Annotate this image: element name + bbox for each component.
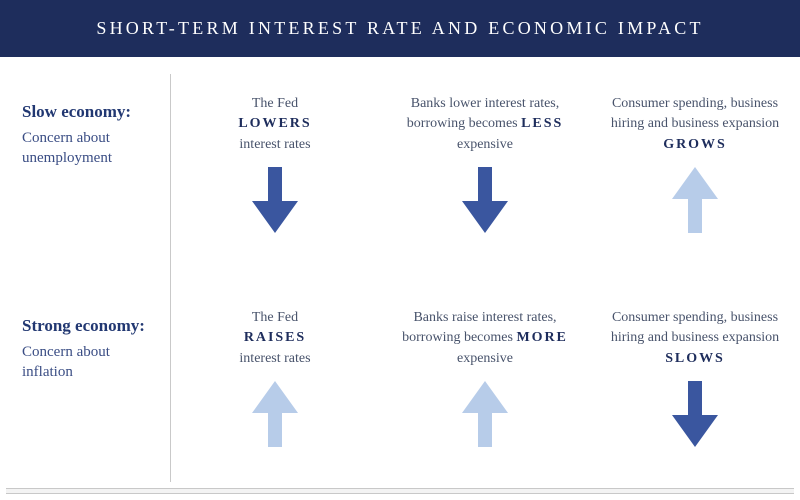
cell-text: Banks lower interest rates, borrowing be… xyxy=(392,94,578,155)
row-label-slow: Slow economy: Concern about unemployment xyxy=(0,62,170,276)
cell-text: Banks raise interest rates, borrowing be… xyxy=(392,308,578,369)
cell-strong-fed: The Fed raises interest rates xyxy=(170,276,380,490)
content-grid: Slow economy: Concern about unemployment… xyxy=(0,62,800,490)
cell-strong-consumer: Consumer spending, business hiring and b… xyxy=(590,276,800,490)
arrow-up-icon xyxy=(672,167,718,233)
cell-text: The Fed lowers interest rates xyxy=(238,94,311,155)
arrow-down-icon xyxy=(462,167,508,233)
cell-slow-banks: Banks lower interest rates, borrowing be… xyxy=(380,62,590,276)
cell-slow-fed: The Fed lowers interest rates xyxy=(170,62,380,276)
row-label-strong: Strong economy: Concern about inflation xyxy=(0,276,170,490)
cell-slow-consumer: Consumer spending, business hiring and b… xyxy=(590,62,800,276)
cell-text: Consumer spending, business hiring and b… xyxy=(602,308,788,369)
cell-text: The Fed raises interest rates xyxy=(239,308,310,369)
footer-divider xyxy=(6,488,794,494)
cell-text: Consumer spending, business hiring and b… xyxy=(602,94,788,155)
arrow-down-icon xyxy=(672,381,718,447)
page-title: short-term interest rate and economic im… xyxy=(0,0,800,57)
arrow-up-icon xyxy=(462,381,508,447)
row-label-slow-title: Slow economy: xyxy=(22,102,156,122)
arrow-down-icon xyxy=(252,167,298,233)
row-label-strong-title: Strong economy: xyxy=(22,316,156,336)
cell-strong-banks: Banks raise interest rates, borrowing be… xyxy=(380,276,590,490)
arrow-up-icon xyxy=(252,381,298,447)
row-label-slow-sub: Concern about unemployment xyxy=(22,128,156,169)
row-label-strong-sub: Concern about inflation xyxy=(22,342,156,383)
